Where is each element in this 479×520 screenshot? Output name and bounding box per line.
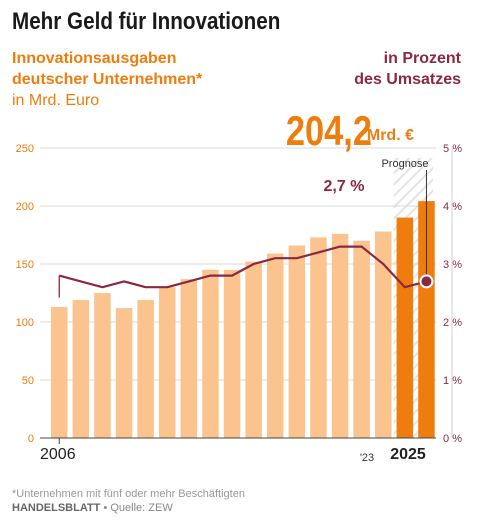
percent-line	[58, 245, 427, 289]
footnote: *Unternehmen mit fünf oder mehr Beschäft…	[12, 488, 245, 500]
left-tick-label: 100	[16, 317, 34, 329]
right-heading-line-1: in Prozent	[383, 50, 461, 67]
left-heading-line-2: deutscher Unternehmen*	[12, 71, 203, 88]
bar-2009	[115, 308, 133, 438]
bar-2010	[137, 299, 154, 438]
left-tick-label: 250	[16, 143, 34, 155]
bar-2016	[267, 253, 284, 438]
bar-2006	[51, 306, 68, 438]
left-tick-label: 50	[22, 375, 34, 387]
left-heading-line-1: Innovationsausgaben	[12, 50, 177, 67]
bar-2021	[375, 231, 392, 438]
right-tick-label: 5 %	[443, 143, 462, 155]
bar-2015	[245, 261, 262, 438]
right-tick-label: 4 %	[443, 201, 462, 213]
bar-2020	[353, 240, 370, 438]
left-tick-label: 200	[16, 201, 34, 213]
x-label-last: 2025	[390, 446, 426, 463]
chart-title: Mehr Geld für Innovationen	[12, 8, 281, 35]
forecast-label: Prognose	[381, 158, 428, 170]
bar-2023	[418, 201, 435, 438]
bar-2022	[396, 217, 414, 438]
left-tick-label: 150	[16, 259, 34, 271]
big-value-unit: Mrd. €	[367, 127, 414, 144]
right-tick-label: 0 %	[443, 433, 462, 445]
bar-2018	[310, 237, 327, 438]
right-axis-heading: in Prozent des Umsatzes	[354, 48, 461, 90]
source-text: • Quelle: ZEW	[100, 502, 173, 514]
left-unit: in Mrd. Euro	[12, 92, 100, 109]
right-tick-label: 3 %	[443, 259, 462, 271]
percent-annotation: 2,7 %	[324, 178, 365, 195]
x-label-last-actual: '23	[360, 452, 374, 464]
bar-2008	[94, 293, 111, 438]
bar-2012	[180, 279, 198, 438]
source-brand: HANDELSBLATT	[12, 502, 101, 514]
bar-2019	[331, 233, 349, 438]
x-label-first: 2006	[40, 446, 76, 463]
bar-2011	[159, 287, 176, 438]
right-tick-label: 2 %	[443, 317, 462, 329]
line-end-marker	[419, 274, 434, 289]
big-value-annotation: 204,2	[286, 108, 372, 155]
left-axis-heading: Innovationsausgaben deutscher Unternehme…	[12, 48, 202, 111]
right-heading-line-2: des Umsatzes	[354, 71, 461, 88]
bar-2014	[223, 269, 241, 438]
bar-2013	[202, 269, 219, 438]
left-tick-label: 0	[28, 433, 34, 445]
bar-2017	[288, 245, 306, 438]
source-line: HANDELSBLATT • Quelle: ZEW	[12, 502, 173, 514]
right-tick-label: 1 %	[443, 375, 462, 387]
bar-2007	[72, 299, 90, 438]
